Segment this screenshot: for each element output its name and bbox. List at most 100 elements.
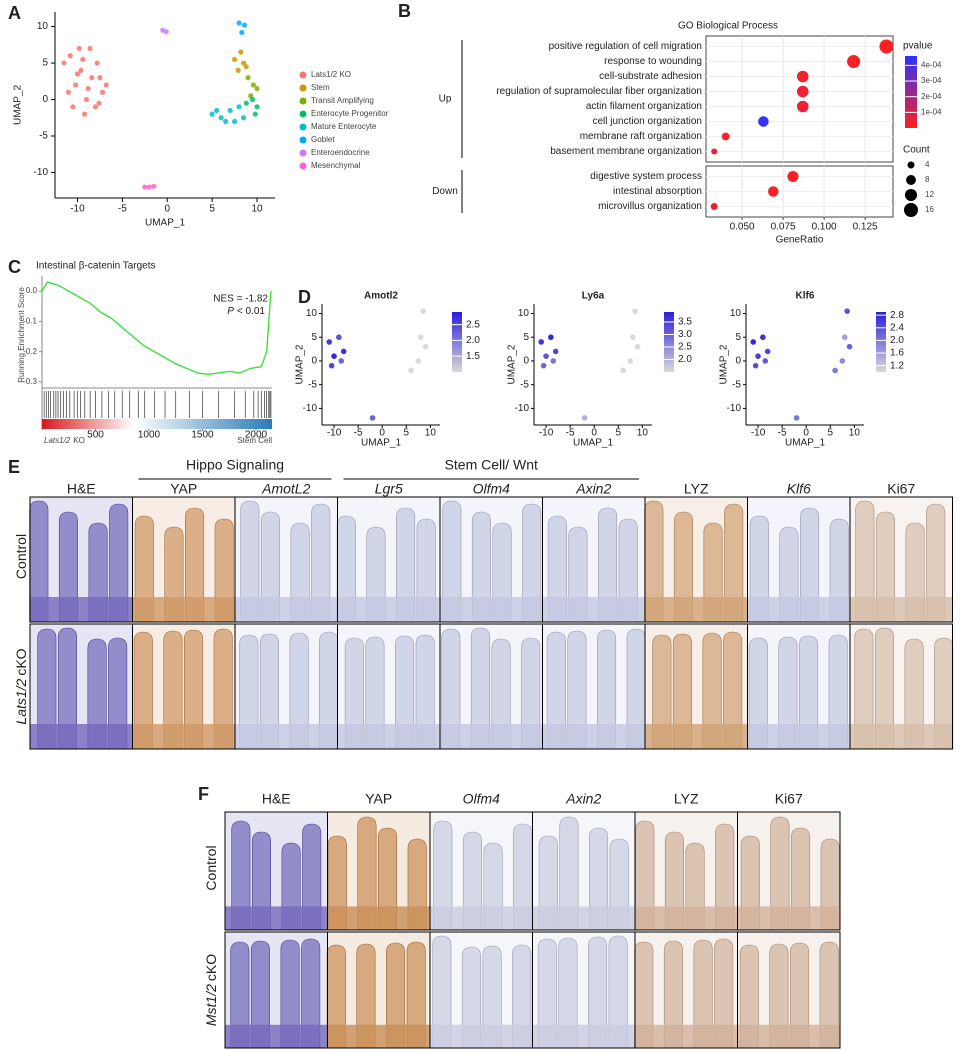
villus bbox=[829, 518, 849, 623]
point bbox=[420, 308, 426, 314]
villus bbox=[874, 627, 894, 750]
colorbar-label: 2.4 bbox=[890, 322, 904, 333]
point bbox=[422, 343, 429, 350]
point bbox=[243, 64, 249, 70]
colorbar bbox=[876, 312, 886, 372]
villus bbox=[289, 632, 309, 750]
villus bbox=[482, 945, 502, 1049]
point bbox=[78, 67, 84, 73]
row-label-part: cKO bbox=[13, 648, 29, 675]
point bbox=[231, 56, 238, 63]
point bbox=[839, 358, 846, 364]
column-label: LYZ bbox=[684, 481, 709, 497]
colorbar-label: 1.2 bbox=[890, 360, 904, 371]
y-tick-label: 5 bbox=[311, 332, 317, 343]
x-tick-label: 5 bbox=[828, 428, 834, 439]
point bbox=[70, 104, 76, 110]
point bbox=[236, 20, 242, 26]
point bbox=[238, 49, 244, 55]
villus bbox=[819, 941, 839, 1049]
villus bbox=[311, 503, 331, 623]
crypt-zone bbox=[440, 597, 543, 622]
rank-label-part: KO bbox=[73, 436, 85, 445]
point bbox=[239, 29, 245, 36]
crypt-zone bbox=[327, 1024, 430, 1048]
legend-swatch bbox=[299, 84, 307, 92]
villus bbox=[214, 518, 234, 623]
column-label: Ki67 bbox=[887, 481, 915, 497]
y-axis-label: UMAP_2 bbox=[13, 85, 24, 125]
villus bbox=[791, 827, 811, 931]
villus bbox=[491, 638, 511, 750]
colorbar-label: 2.0 bbox=[678, 354, 692, 365]
column-label: YAP bbox=[365, 791, 392, 807]
column-label: Olfm4 bbox=[463, 791, 501, 807]
colorbar-label: 2.8 bbox=[890, 310, 904, 321]
group-label: Stem Cell/ Wnt bbox=[445, 457, 538, 473]
row-label-part: Control bbox=[203, 845, 219, 890]
villus bbox=[588, 936, 608, 1049]
column-label: Axin2 bbox=[575, 481, 611, 497]
x-axis-label: UMAP_1 bbox=[573, 438, 613, 449]
size-key bbox=[904, 188, 918, 202]
villus bbox=[395, 635, 415, 750]
size-key bbox=[904, 203, 918, 217]
point bbox=[223, 118, 229, 125]
point bbox=[338, 358, 345, 364]
x-tick-label: 0 bbox=[591, 428, 597, 439]
x-tick-label: 0 bbox=[379, 428, 385, 439]
frame bbox=[737, 931, 841, 1049]
point bbox=[67, 53, 73, 59]
point bbox=[240, 115, 247, 121]
point bbox=[543, 353, 549, 359]
villus bbox=[416, 518, 436, 623]
point bbox=[581, 415, 588, 421]
x-tick-label: 1500 bbox=[191, 430, 214, 441]
y-tick-label: 5 bbox=[523, 332, 529, 343]
colorbar-label: 2.0 bbox=[466, 335, 480, 346]
crypt-zone bbox=[30, 597, 133, 622]
category-label: basement membrane organization bbox=[550, 146, 702, 157]
x-tick-label: 1000 bbox=[138, 430, 161, 441]
y-tick-label: 10 bbox=[730, 308, 742, 319]
point bbox=[240, 60, 247, 66]
point bbox=[218, 115, 224, 121]
point bbox=[80, 56, 86, 63]
rank-label: Stem Cell bbox=[237, 436, 272, 445]
point bbox=[96, 100, 102, 106]
point bbox=[151, 183, 157, 189]
row-label: Control bbox=[13, 534, 29, 579]
column-label: Klf6 bbox=[787, 481, 811, 497]
point bbox=[214, 107, 220, 114]
size-label: 16 bbox=[925, 205, 934, 214]
row-label-part: Lats1/2 bbox=[13, 678, 29, 724]
crypt-zone bbox=[132, 724, 235, 749]
villus bbox=[386, 942, 406, 1049]
villus bbox=[134, 515, 154, 623]
annotation-part: P bbox=[227, 306, 234, 317]
point bbox=[85, 85, 91, 92]
crypt-zone bbox=[532, 906, 635, 930]
y-tick-label: 0 bbox=[42, 94, 48, 105]
villus bbox=[559, 816, 579, 931]
legend-label: Stem bbox=[311, 83, 330, 92]
villus bbox=[597, 629, 617, 750]
chart-title: Amotl2 bbox=[364, 291, 398, 302]
point bbox=[209, 111, 215, 117]
x-tick-label: 5 bbox=[616, 428, 622, 439]
point bbox=[243, 100, 249, 106]
villus bbox=[185, 507, 205, 623]
legend-label: Mesenchymal bbox=[311, 161, 361, 170]
legend-swatch bbox=[299, 136, 307, 144]
point bbox=[548, 334, 554, 341]
y-tick-label: 5 bbox=[735, 332, 741, 343]
group-label: Up bbox=[439, 94, 452, 105]
point bbox=[254, 104, 260, 110]
villus bbox=[133, 631, 153, 750]
dot bbox=[710, 203, 718, 210]
chart-title: Intestinal β-catenin Targets bbox=[36, 261, 156, 272]
crypt-zone bbox=[850, 724, 953, 749]
dot bbox=[711, 148, 718, 155]
column-label: LYZ bbox=[674, 791, 699, 807]
